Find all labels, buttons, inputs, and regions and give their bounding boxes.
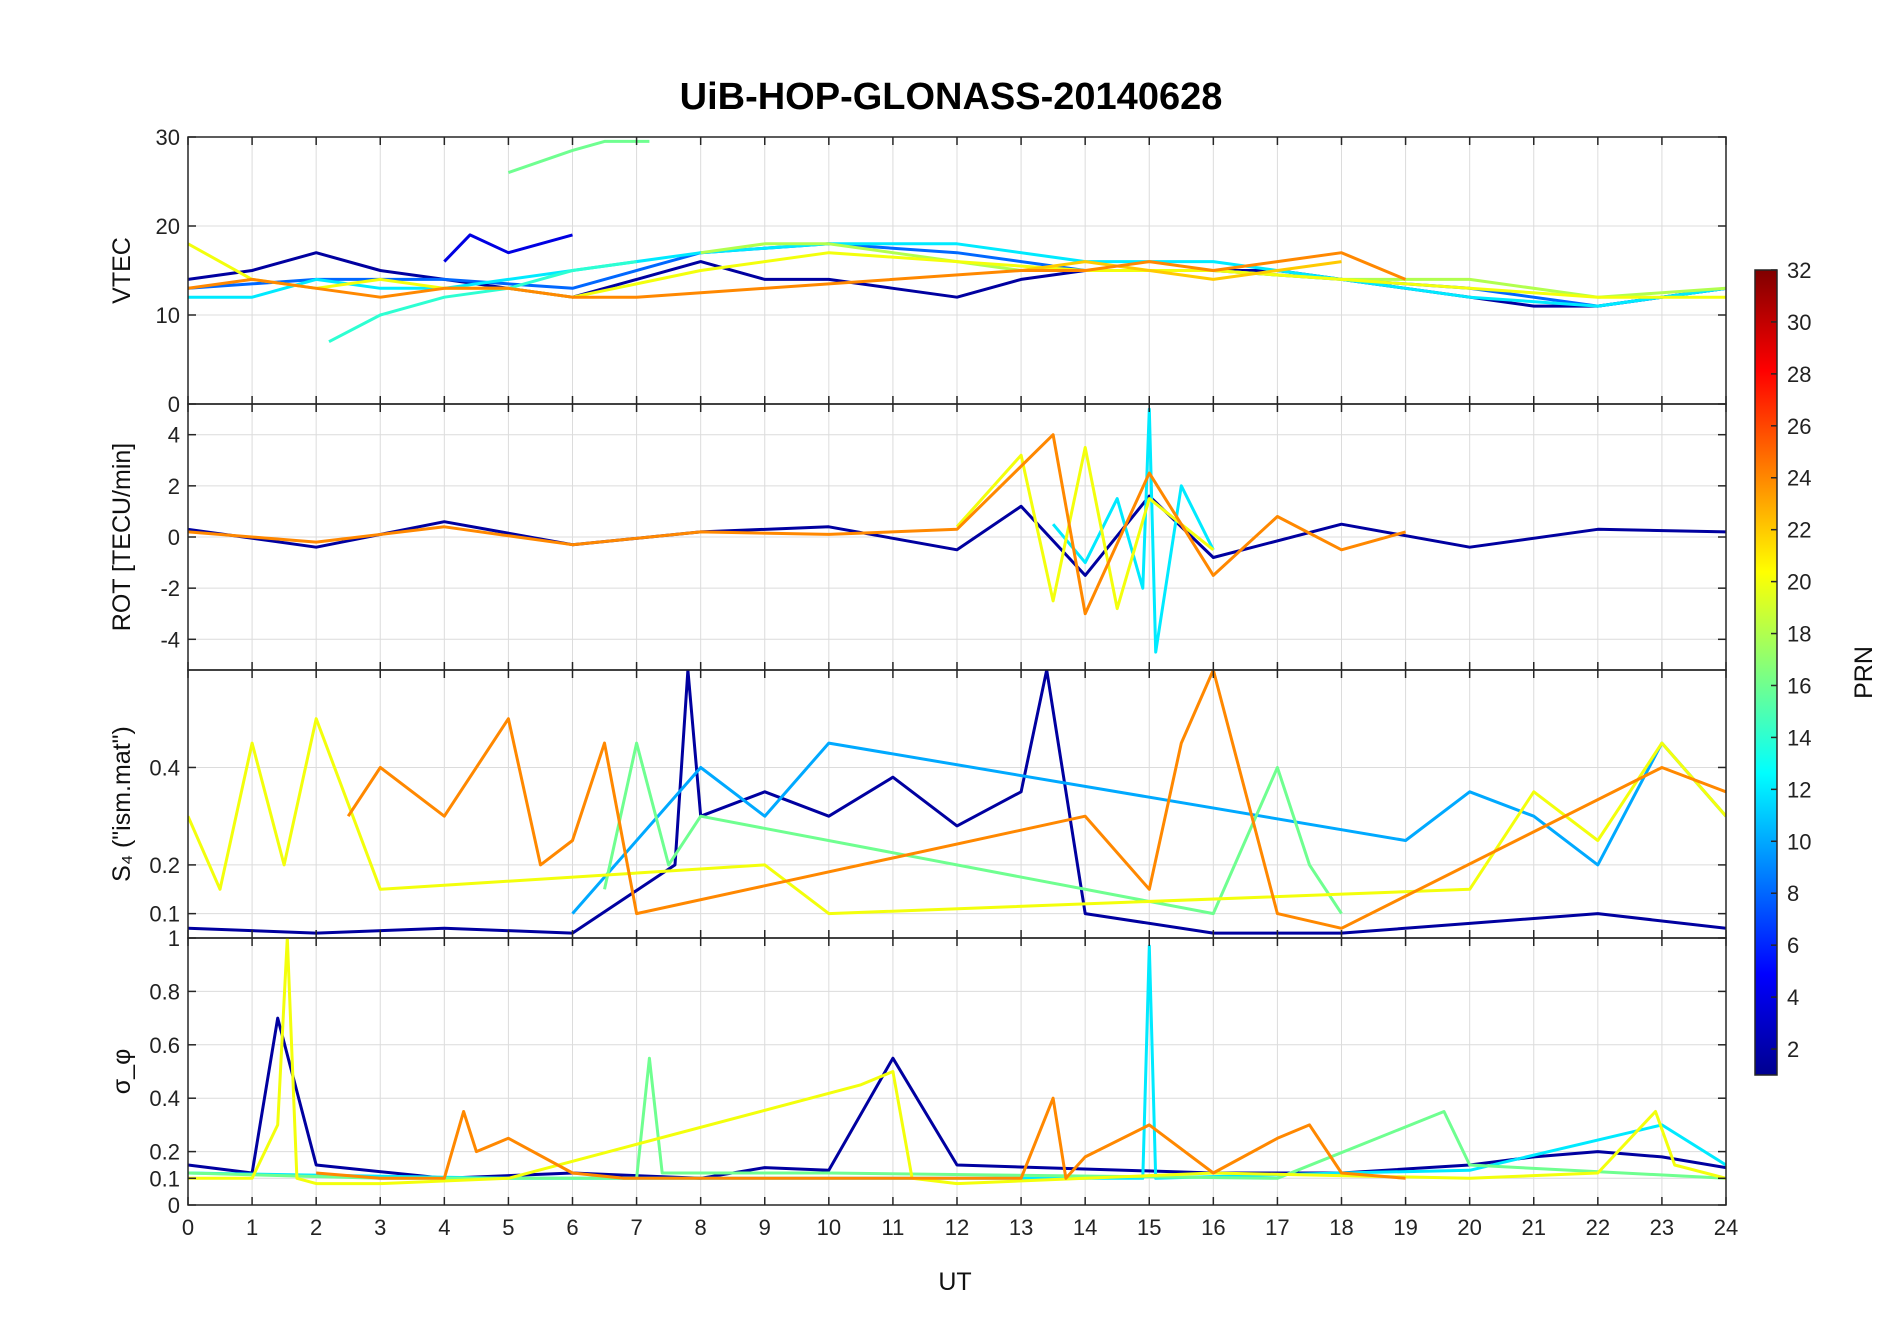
y-tick-label: -2 [160, 576, 180, 601]
y-axis-label: ROT [TECU/min] [108, 443, 136, 631]
y-tick-label: -4 [160, 627, 180, 652]
colorbar-tick-label: 26 [1787, 414, 1811, 439]
y-axis-label: σ_φ [108, 1049, 136, 1095]
x-tick-label: 1 [246, 1215, 258, 1240]
y-tick-label: 10 [156, 303, 180, 328]
x-tick-label: 15 [1137, 1215, 1161, 1240]
series-line-prn-16 [507, 139, 650, 175]
colorbar-tick-label: 28 [1787, 362, 1811, 387]
series-line-prn-10 [571, 741, 1726, 915]
x-tick-label: 9 [759, 1215, 771, 1240]
series-group [188, 139, 1726, 344]
x-tick-label: 14 [1073, 1215, 1097, 1240]
y-tick-label: 0.6 [149, 1033, 180, 1058]
panel-vtec: 0 10 20 30 VTEC [108, 125, 1727, 417]
colorbar-tick-label: 20 [1787, 570, 1811, 595]
y-tick-label: 0 [168, 1193, 180, 1218]
colorbar-tick-label: 30 [1787, 310, 1811, 335]
x-tick-label: 13 [1009, 1215, 1033, 1240]
colorbar-tick-label: 12 [1787, 777, 1811, 802]
y-tick-label: 0.8 [149, 979, 180, 1004]
x-tick-label: 12 [945, 1215, 969, 1240]
y-tick-label: 20 [156, 214, 180, 239]
y-axis-label: VTEC [108, 237, 136, 304]
series-line-prn-14 [328, 260, 637, 344]
figure-title: UiB-HOP-GLONASS-20140628 [679, 76, 1223, 118]
x-tick-label: 0 [182, 1215, 194, 1240]
panel-rot: -4 -2 0 2 4 ROT [TECU/min] [108, 403, 1727, 671]
y-tick-label: 1 [168, 926, 180, 951]
x-tick-label: 2 [310, 1215, 322, 1240]
x-tick-label: 21 [1522, 1215, 1546, 1240]
series-line-prn-22 [1020, 260, 1342, 281]
x-tick-label: 17 [1265, 1215, 1289, 1240]
colorbar-tick-label: 4 [1787, 985, 1799, 1010]
x-tick-label: 19 [1393, 1215, 1417, 1240]
colorbar-tick-label: 6 [1787, 933, 1799, 958]
panel-sigma: 00.10.20.40.60.810 1 2 3 4 5 6 7 8 9 10 11 12 13 14 15 1… [108, 926, 1738, 1240]
y-tick-label: 0.2 [149, 1140, 180, 1165]
x-tick-label: 20 [1457, 1215, 1481, 1240]
colorbar-tick-label: 14 [1787, 725, 1811, 750]
x-tick-label: 4 [438, 1215, 450, 1240]
y-tick-label: 30 [156, 125, 180, 150]
series-line-prn-20 [188, 938, 1726, 1186]
x-tick-label: 3 [374, 1215, 386, 1240]
series-line-prn-20 [188, 717, 1726, 916]
x-tick-label: 11 [881, 1215, 904, 1240]
series-line-prn-24 [346, 670, 1726, 930]
series-line-prn-24 [188, 251, 1407, 299]
series-line-prn-20 [955, 446, 1215, 611]
x-tick-label: 7 [630, 1215, 642, 1240]
series-line-prn-2 [188, 1016, 1726, 1180]
x-tick-label: 16 [1201, 1215, 1225, 1240]
series-group [188, 938, 1726, 1186]
series-line-prn-2 [188, 494, 1726, 577]
y-tick-label: 0.4 [149, 1086, 180, 1111]
x-tick-label: 8 [695, 1215, 707, 1240]
colorbar-tick-label: 22 [1787, 518, 1811, 543]
x-axis-label: UT [938, 1268, 971, 1296]
x-tick-label: 10 [817, 1215, 841, 1240]
y-tick-label: 0.1 [149, 1166, 180, 1191]
series-line-prn-4 [443, 233, 573, 263]
x-tick-label: 22 [1586, 1215, 1610, 1240]
y-tick-label: 0.1 [149, 902, 180, 927]
x-tick-label: 6 [566, 1215, 578, 1240]
colorbar-tick-label: 18 [1787, 622, 1811, 647]
colorbar-tick-label: 32 [1787, 258, 1811, 283]
x-tick-label: 24 [1714, 1215, 1738, 1240]
y-axis-label: S₄ ("ism.mat") [108, 726, 136, 882]
series-line-prn-24 [188, 433, 1407, 616]
series-line-prn-20 [188, 242, 1726, 299]
colorbar-tick-label: 24 [1787, 466, 1811, 491]
colorbar-label: PRN [1850, 646, 1878, 699]
x-tick-label: 5 [502, 1215, 514, 1240]
colorbar-tick-label: 16 [1787, 673, 1811, 698]
colorbar-gradient [1754, 269, 1778, 1076]
colorbar-tick-label: 8 [1787, 881, 1799, 906]
colorbar-tick-label: 2 [1787, 1037, 1799, 1062]
x-tick-label: 18 [1329, 1215, 1353, 1240]
y-tick-label: 0.4 [149, 755, 180, 780]
panel-s4: 0.1 0.2 0.4 S₄ ("ism.mat") [108, 669, 1727, 939]
y-tick-label: 0.2 [149, 853, 180, 878]
y-tick-label: 4 [168, 423, 180, 448]
series-group [188, 670, 1726, 935]
series-line-prn-16 [603, 741, 1343, 916]
x-tick-label: 23 [1650, 1215, 1674, 1240]
series-line-prn-12 [1051, 407, 1215, 654]
y-tick-label: 0 [168, 525, 180, 550]
y-tick-label: 0 [168, 392, 180, 417]
y-tick-label: 2 [168, 474, 180, 499]
colorbar-tick-label: 10 [1787, 829, 1811, 854]
series-line-prn-24 [316, 1096, 1406, 1180]
series-group [188, 407, 1726, 654]
